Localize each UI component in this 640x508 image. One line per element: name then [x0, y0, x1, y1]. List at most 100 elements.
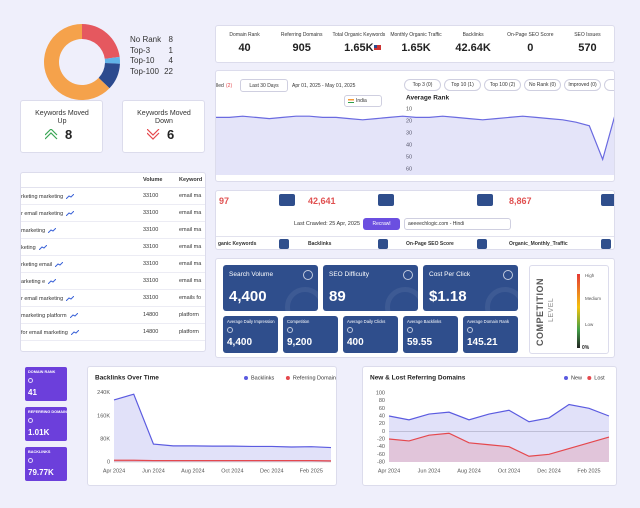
row-divider	[21, 306, 205, 307]
keyword-alt: platform	[179, 312, 199, 318]
moved-card: Keywords Moved Down 6	[122, 100, 205, 153]
strip-icon	[378, 194, 394, 206]
metric-value: 42.64K	[455, 42, 491, 54]
keyword-alt: email ma	[179, 210, 202, 216]
filter-button[interactable]: Top 3 (0)	[404, 79, 441, 91]
kpi-card: Search Volume 4,400	[223, 265, 318, 311]
keyword-table: Volume Keyword rketing marketing 33100 email…	[20, 172, 206, 352]
backlinks-chart: Backlinks Over Time 0 80K 160K 240K Apr 2024 J…	[95, 375, 336, 475]
filter-button[interactable]: Top 10 (1)	[444, 79, 481, 91]
keyword-alt: email ma	[179, 227, 202, 233]
side-icon	[28, 418, 33, 423]
metric-value: 0	[527, 42, 534, 54]
moved-label: Keywords Moved Up	[35, 110, 89, 126]
legend-value: 4	[168, 56, 173, 65]
kpi-small-icon	[227, 327, 233, 333]
keyword: rketing marketing	[21, 193, 64, 200]
metric-label: Referring Domains	[280, 32, 323, 38]
x-tick-label: Oct 2024	[498, 468, 520, 474]
flag-icon	[348, 98, 354, 104]
chart-title: Average Rank	[406, 95, 449, 102]
keyword-alt: platform	[179, 329, 199, 335]
country-select[interactable]: India	[344, 95, 382, 107]
legend-label: Top-100	[130, 66, 159, 76]
filter-text: Top 10 (1)	[451, 82, 474, 88]
volume: 33100	[143, 193, 159, 199]
chevron-icon	[45, 129, 58, 140]
moved-value: 6	[167, 127, 175, 142]
gauge-level: High	[585, 273, 595, 278]
legend-value: 1	[168, 45, 173, 55]
period-button[interactable]: Last 30 Days	[240, 79, 288, 92]
kpi-small-value: 59.55	[407, 337, 433, 348]
y-tick-label: 20	[379, 421, 385, 427]
competition-gauge: COMPETITION LEVEL High Medium Low 0%	[529, 265, 609, 354]
filter-button[interactable]: Improved (0)	[564, 79, 601, 91]
x-tick-label: Apr 2024	[103, 468, 125, 474]
filter-text: Improved (0)	[568, 82, 597, 88]
trend-icon	[66, 296, 75, 301]
strip-icon	[279, 194, 295, 206]
trend-line	[48, 279, 57, 284]
tab-count: (2)	[226, 83, 233, 89]
site-text: aeeeechlogic.com - Hindi	[408, 221, 465, 227]
kpi-label: Search Volume	[229, 271, 274, 278]
keyword: r email marketing	[21, 210, 64, 217]
side-card: REFERRING DOMAINS 1.01K	[25, 407, 67, 441]
trend-icon	[70, 330, 79, 335]
card-decor	[485, 287, 518, 311]
x-tick-label: Dec 2024	[537, 468, 561, 474]
keyword-alt: email ma	[179, 261, 202, 267]
kpi-small-value: 400	[347, 337, 364, 348]
recrawl-text: Recrawl	[372, 221, 391, 227]
line	[388, 432, 610, 457]
trend-line	[48, 228, 57, 233]
trend-icon	[48, 279, 57, 284]
legend-dot	[244, 376, 248, 380]
y-tick-label: 60	[406, 166, 412, 172]
table-row: marketing	[21, 222, 141, 239]
flag-stripe	[348, 100, 354, 102]
keyword-alt: email ma	[179, 278, 202, 284]
trend-line	[66, 194, 75, 199]
trend-line	[66, 211, 75, 216]
filter-button[interactable]: Top 100 (2)	[484, 79, 521, 91]
legend-value: 8	[168, 35, 173, 44]
chart-title: New & Lost Referring Domains	[370, 375, 466, 382]
strip-divider	[216, 236, 614, 237]
strip-column: On-Page SEO Score	[406, 241, 454, 247]
line	[216, 115, 614, 162]
kpi-icon	[503, 270, 513, 280]
side-value: 79.77K	[28, 468, 54, 477]
chart-title: Backlinks Over Time	[95, 375, 159, 382]
strip-icon	[601, 239, 611, 249]
y-tick-label: 20	[406, 118, 412, 124]
trend-icon	[38, 245, 47, 250]
recrawl-button[interactable]: Recrawl	[363, 218, 400, 230]
strip-column: Organic_Monthly_Traffic	[509, 241, 568, 247]
crawl-text: Last Crawled: 25 Apr, 2025	[294, 221, 361, 227]
x-tick-label: Aug 2024	[181, 468, 205, 474]
site-select[interactable]: aeeeechlogic.com - Hindi	[404, 218, 511, 230]
side-label: REFERRING DOMAINS	[28, 410, 67, 414]
y-tick-label: 30	[406, 130, 412, 136]
trend-line	[70, 330, 79, 335]
rank-panel: Average Rank 10 20 30 40 50 60 lled (2) Last 30 D…	[215, 70, 615, 182]
metric-value: 40	[238, 42, 251, 54]
column-header: Volume	[143, 177, 163, 183]
metric-label: Monthly Organic Traffic	[390, 32, 442, 38]
volume: 33100	[143, 244, 159, 250]
keyword-alt: emails fo	[179, 295, 202, 301]
legend-label: Lost	[594, 375, 605, 381]
filter-button[interactable]: No Rank (0)	[524, 79, 561, 91]
row-divider	[21, 340, 205, 341]
filter-text: Top 100 (2)	[489, 82, 516, 88]
filter-button[interactable]: De	[604, 79, 614, 91]
strip-number: 8,867	[509, 196, 532, 206]
line	[114, 459, 332, 462]
metric-label: Backlinks	[462, 32, 484, 38]
rank-donut	[44, 24, 121, 100]
volume: 33100	[143, 278, 159, 284]
donut-slice	[82, 24, 120, 59]
x-tick-label: Oct 2024	[221, 468, 243, 474]
